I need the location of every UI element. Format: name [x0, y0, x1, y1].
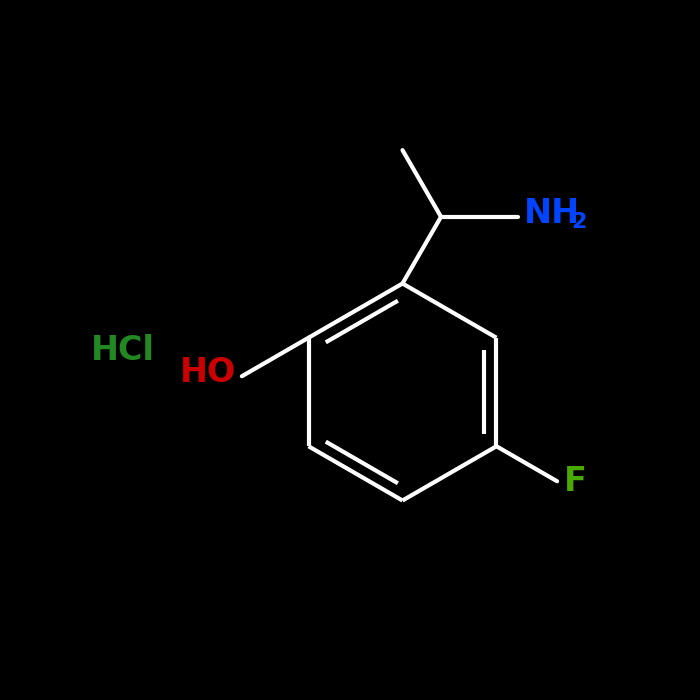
Text: HCl: HCl: [91, 333, 155, 367]
Text: 2: 2: [571, 212, 587, 232]
Text: HO: HO: [180, 356, 237, 389]
Text: NH: NH: [524, 197, 580, 230]
Text: F: F: [564, 465, 587, 498]
